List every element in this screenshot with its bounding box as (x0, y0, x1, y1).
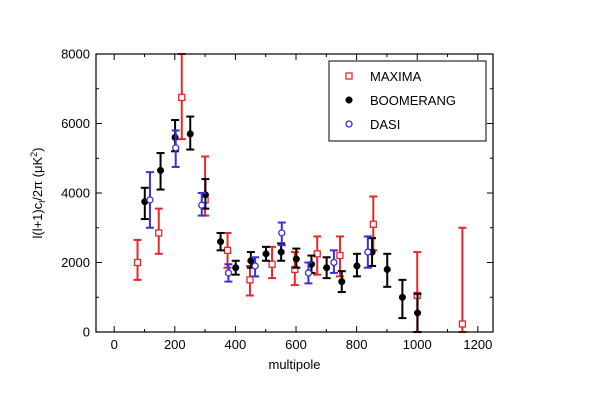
dasi-series (145, 129, 372, 285)
maxima-point (369, 220, 377, 228)
x-tick-label: 400 (225, 337, 247, 352)
boomerang-series (140, 115, 422, 333)
boomerang-point (157, 166, 165, 174)
boomerang-point (292, 255, 300, 263)
legend-label-dasi: DASI (370, 117, 400, 132)
legend-items: MAXIMA BOOMERANG DASI (345, 69, 456, 132)
x-tick-label: 1000 (403, 337, 432, 352)
x-tick-label: 1200 (463, 337, 492, 352)
legend-box (328, 60, 487, 142)
legend-label-maxima: MAXIMA (370, 69, 422, 84)
dasi-point (364, 248, 372, 256)
boomerang-point (323, 264, 331, 272)
y-tick-label: 0 (83, 325, 90, 340)
dasi-point (304, 269, 313, 277)
y-axis-title-superscript: 2 (29, 152, 39, 157)
dasi-point (278, 229, 286, 237)
legend-label-boomerang: BOOMERANG (370, 93, 456, 108)
boomerang-point (413, 309, 422, 317)
boomerang-point (186, 130, 194, 138)
dasi-point (251, 262, 259, 270)
boomerang-point (217, 238, 225, 246)
legend-marker-boomerang (345, 96, 353, 104)
maxima-point (291, 265, 299, 274)
x-tick-label: 600 (285, 337, 307, 352)
maxima-point (458, 320, 467, 328)
boomerang-point (338, 278, 346, 286)
maxima-point (246, 276, 254, 284)
legend-marker-dasi (345, 120, 353, 128)
legend-marker-maxima (345, 72, 353, 80)
y-tick-labels: 0 2000 4000 6000 8000 (61, 47, 90, 340)
maxima-point (133, 258, 142, 267)
dasi-point (224, 269, 233, 277)
x-tick-label: 800 (346, 337, 368, 352)
dasi-point (330, 258, 338, 267)
y-axis-title-subscript: l (37, 201, 47, 203)
y-tick-label: 6000 (61, 116, 90, 131)
maxima-point (223, 246, 232, 254)
data-points-layer (133, 53, 467, 333)
y-tick-label: 8000 (61, 47, 90, 62)
maxima-point (268, 260, 276, 268)
maxima-series (133, 53, 467, 333)
x-tick-labels: 0 200 400 600 800 1000 1200 (111, 337, 493, 352)
y-axis-title-close: ) (30, 147, 45, 151)
boomerang-point (277, 248, 285, 256)
dasi-point (146, 196, 154, 204)
x-tick-label: 0 (111, 337, 118, 352)
y-axis-title-units: /2π (μK (30, 157, 45, 201)
y-tick-label: 2000 (61, 255, 90, 270)
maxima-point (313, 250, 321, 258)
x-tick-label: 200 (164, 337, 186, 352)
boomerang-point (353, 262, 361, 270)
x-axis-title: multipole (268, 357, 320, 372)
maxima-point (336, 251, 344, 260)
boomerang-point (232, 264, 240, 272)
boomerang-point (262, 250, 270, 258)
dasi-point (172, 144, 180, 152)
legend: MAXIMA BOOMERANG DASI (328, 60, 487, 142)
y-tick-label: 4000 (61, 186, 90, 201)
boomerang-point (398, 293, 406, 301)
axis-ticks (96, 53, 493, 333)
maxima-point (155, 229, 163, 237)
y-axis-title: l(l+1)cl/2π (μK2) (29, 147, 47, 238)
dasi-point (198, 201, 206, 209)
y-axis-title-main: l(l+1)c (30, 202, 45, 238)
maxima-point (178, 93, 186, 102)
boomerang-point (383, 265, 391, 274)
